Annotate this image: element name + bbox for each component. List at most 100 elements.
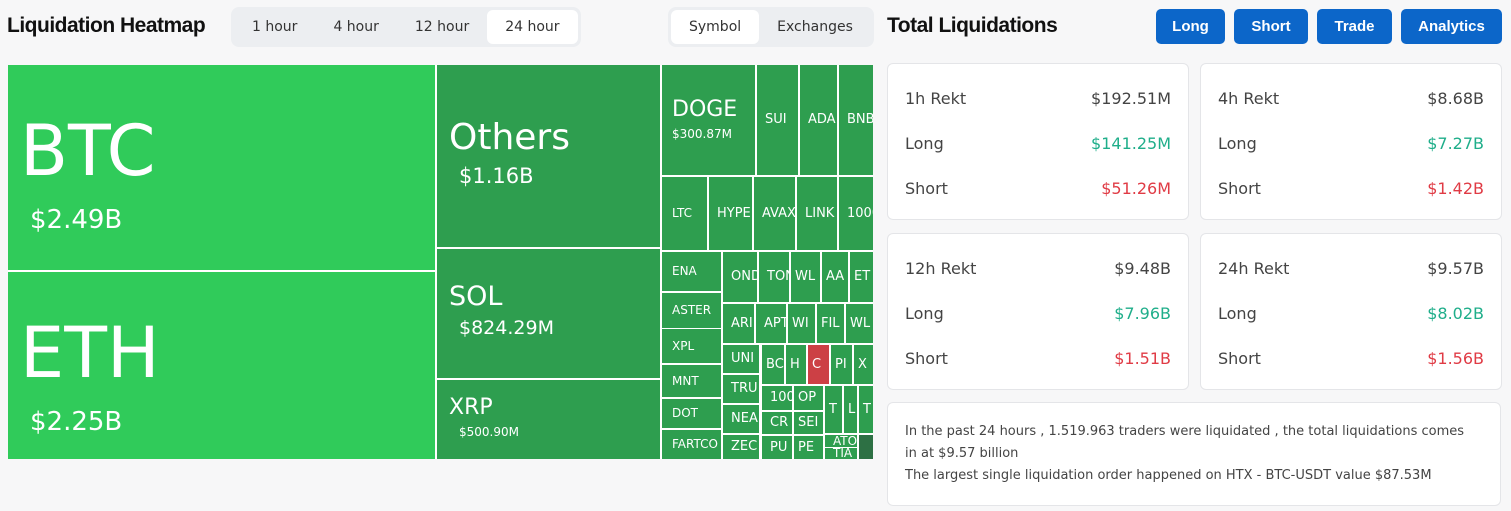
treemap-cell-value: $1.16B — [459, 164, 534, 188]
treemap-cell-hype[interactable]: HYPE — [709, 177, 752, 250]
treemap-cell-link[interactable]: LINK — [797, 177, 837, 250]
treemap-cell-label: BTC — [20, 110, 156, 192]
treemap-cell-aster[interactable]: ASTER — [662, 293, 721, 328]
treemap-cell-label: BC — [766, 356, 784, 372]
timeframe-selector: 1 hour 4 hour 12 hour 24 hour — [231, 7, 581, 47]
long-value: $8.02B — [1427, 304, 1484, 323]
tab-4-hour[interactable]: 4 hour — [333, 19, 379, 35]
treemap-cell-mnt[interactable]: MNT — [662, 365, 721, 397]
card-title: 24h Rekt — [1218, 259, 1290, 278]
treemap-cell-tru[interactable]: TRU — [723, 375, 759, 403]
treemap-cell-xrp[interactable]: $500.90M XRP — [437, 380, 660, 459]
card-total: $9.57B — [1427, 259, 1484, 278]
tab-symbol[interactable]: Symbol — [671, 10, 760, 44]
treemap-cell-l[interactable]: L — [844, 386, 857, 433]
treemap-cell-bnb[interactable]: BNB — [839, 65, 873, 175]
treemap-cell-t[interactable]: T — [859, 386, 873, 433]
tab-1-hour[interactable]: 1 hour — [252, 19, 298, 35]
treemap-cell-sol[interactable]: $824.29M SOL — [437, 249, 660, 378]
treemap-cell-label: AVAX — [762, 205, 795, 221]
card-total: $9.48B — [1114, 259, 1171, 278]
treemap-cell-ari[interactable]: ARI — [723, 304, 754, 343]
tab-12-hour[interactable]: 12 hour — [414, 19, 470, 35]
treemap-cell-wl[interactable]: WL — [791, 252, 820, 302]
short-button[interactable]: Short — [1234, 9, 1308, 44]
summary-line-2: The largest single liquidation order hap… — [905, 468, 1432, 483]
treemap-cell-cr[interactable]: CR — [762, 412, 792, 434]
treemap-cell-eth[interactable]: $2.25B ETH — [8, 272, 435, 459]
short-label: Short — [905, 179, 948, 198]
analytics-button[interactable]: Analytics — [1401, 9, 1502, 44]
tab-exchanges[interactable]: Exchanges — [777, 19, 853, 35]
treemap-cell-label: PI — [835, 356, 847, 372]
treemap-cell-others[interactable]: $1.16B Others — [437, 65, 660, 247]
treemap-cell-100[interactable]: 100 — [762, 386, 792, 410]
treemap-cell-wl[interactable]: WL — [846, 304, 873, 343]
treemap-cell-ton[interactable]: TON — [759, 252, 789, 302]
long-value: $7.27B — [1427, 134, 1484, 153]
treemap-cell-ada[interactable]: ADA — [800, 65, 837, 175]
treemap-cell-label: CR — [770, 415, 789, 431]
treemap-cell-label: ENA — [672, 264, 697, 279]
treemap-cell-label: ATO — [833, 435, 857, 447]
treemap-cell-label: ADA — [808, 112, 836, 128]
treemap-cell-label: BNB — [847, 112, 873, 128]
treemap-cell-t[interactable]: T — [825, 386, 842, 433]
treemap-cell-1000[interactable]: 1000 — [839, 177, 873, 250]
treemap-cell-nea[interactable]: NEA — [723, 405, 759, 433]
treemap-cell-doge[interactable]: $300.87M DOGE — [662, 65, 755, 175]
long-label: Long — [905, 304, 944, 323]
treemap-cell-avax[interactable]: AVAX — [754, 177, 795, 250]
treemap-cell-label: DOT — [672, 406, 699, 421]
treemap-cell-xpl[interactable]: XPL — [662, 329, 721, 363]
long-button[interactable]: Long — [1156, 9, 1225, 44]
treemap-cell-ltc[interactable]: LTC — [662, 177, 707, 250]
tab-24-hour[interactable]: 24 hour — [487, 10, 578, 44]
rekt-card-1h: 1h Rekt $192.51M Long $141.25M Short $51.26… — [887, 63, 1189, 220]
treemap-cell-ena[interactable]: ENA — [662, 252, 721, 291]
treemap-cell-label: WL — [795, 269, 816, 285]
treemap-cell-label: 1000 — [847, 205, 873, 221]
treemap-cell-pu[interactable]: PU — [762, 436, 792, 459]
summary-card: In the past 24 hours , 1.519.963 traders… — [887, 402, 1501, 506]
treemap-cell-label: AA — [826, 269, 845, 285]
treemap-cell-uni[interactable]: UNI — [723, 345, 759, 373]
treemap-cell-c[interactable]: C — [808, 345, 829, 384]
treemap-cell-label: OP — [798, 390, 817, 406]
treemap-cell-label: APT — [764, 315, 786, 331]
card-title: 1h Rekt — [905, 89, 967, 108]
treemap-cell-aa[interactable]: AA — [822, 252, 848, 302]
treemap-cell-btc[interactable]: $2.49B BTC — [8, 65, 435, 270]
treemap-cell-tia[interactable]: TIA — [825, 448, 857, 459]
treemap-cell-zec[interactable]: ZEC — [723, 435, 759, 459]
treemap-cell-label: ET — [854, 269, 871, 285]
short-label: Short — [1218, 349, 1261, 368]
treemap-cell-et[interactable]: ET — [850, 252, 873, 302]
treemap-cell-label: UNI — [731, 351, 755, 367]
treemap-cell-ond[interactable]: OND — [723, 252, 757, 302]
treemap-cell-wi[interactable]: WI — [788, 304, 815, 343]
treemap-cell-value: $2.25B — [30, 407, 123, 437]
summary-line-1: In the past 24 hours , 1.519.963 traders… — [905, 424, 1465, 461]
treemap-cell-op[interactable]: OP — [794, 386, 823, 410]
short-label: Short — [905, 349, 948, 368]
treemap-cell-bc[interactable]: BC — [762, 345, 784, 384]
treemap-cell-label: NEA — [731, 411, 758, 427]
treemap-cell-unlabeled[interactable] — [859, 435, 873, 459]
treemap-cell-apt[interactable]: APT — [756, 304, 786, 343]
treemap-cell-dot[interactable]: DOT — [662, 399, 721, 428]
treemap-cell-fartco[interactable]: FARTCO — [662, 430, 721, 459]
treemap-cell-fil[interactable]: FIL — [817, 304, 844, 343]
trade-button[interactable]: Trade — [1317, 9, 1392, 44]
treemap-cell-pe[interactable]: PE — [794, 436, 823, 459]
treemap-cell-x[interactable]: X — [854, 345, 873, 384]
treemap-cell-sui[interactable]: SUI — [757, 65, 798, 175]
treemap-cell-ato[interactable]: ATO — [825, 435, 857, 447]
short-label: Short — [1218, 179, 1261, 198]
treemap-cell-label: ZEC — [731, 439, 758, 455]
treemap-cell-label: SOL — [449, 281, 503, 312]
treemap-cell-pi[interactable]: PI — [831, 345, 852, 384]
treemap-cell-label: ETH — [20, 312, 160, 394]
treemap-cell-sei[interactable]: SEI — [794, 412, 823, 434]
treemap-cell-h[interactable]: H — [786, 345, 806, 384]
